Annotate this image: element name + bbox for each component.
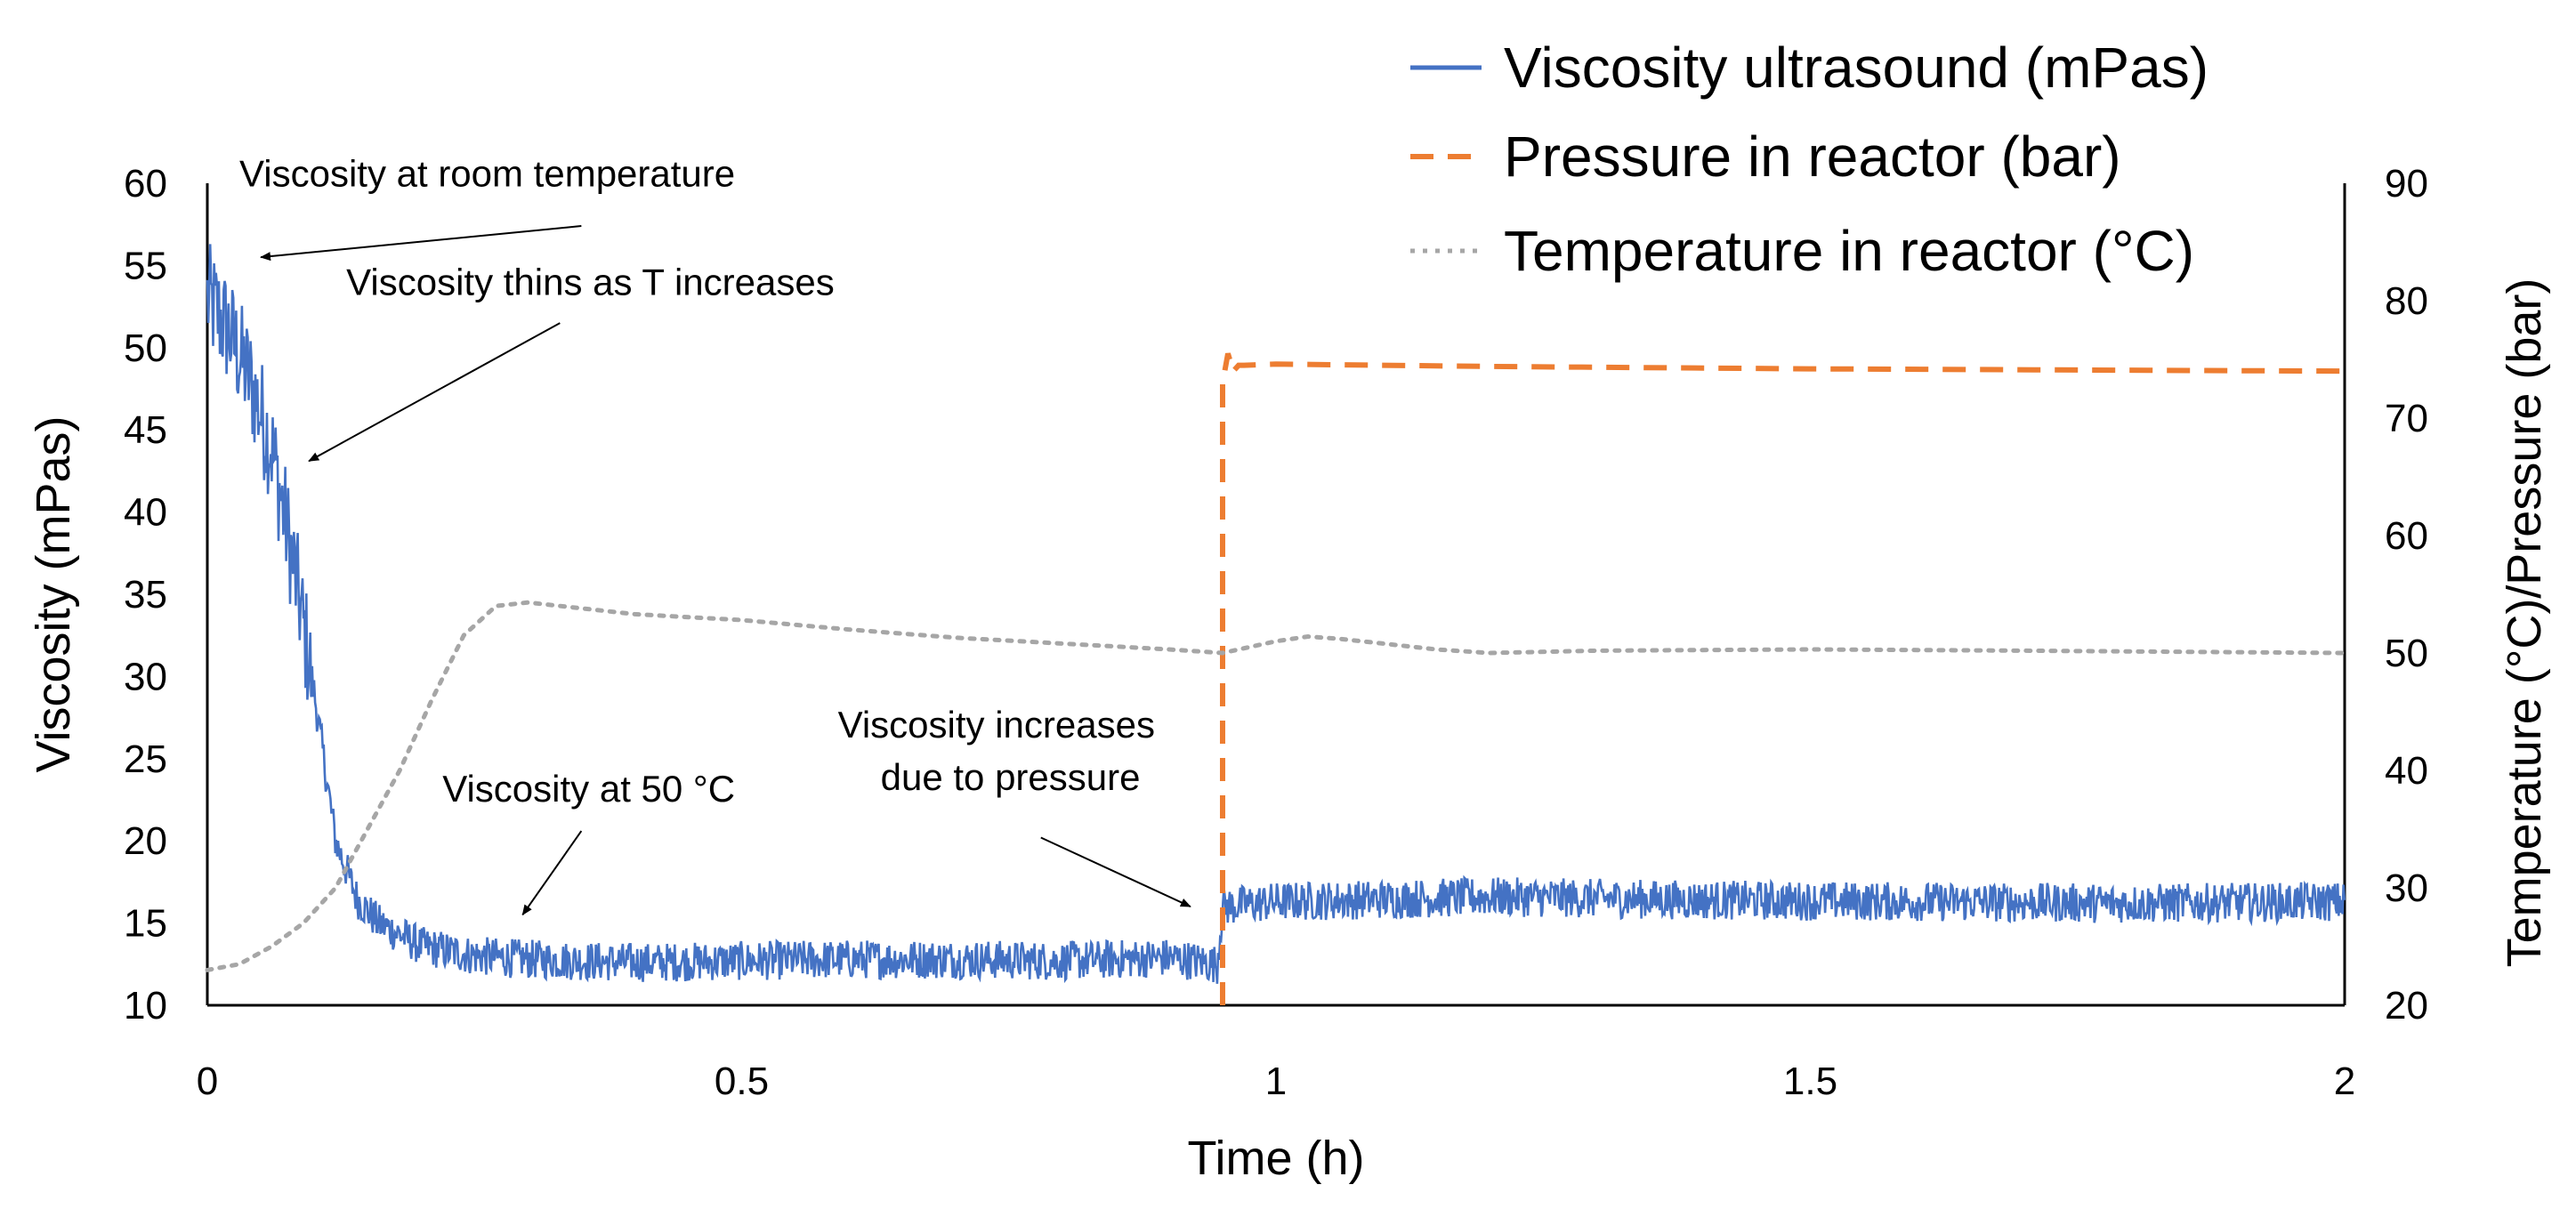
legend-label-viscosity: Viscosity ultrasound (mPas): [1504, 36, 2209, 100]
annotation-text: Viscosity at 50 °C: [442, 768, 735, 810]
y-tick-label: 25: [124, 737, 167, 781]
y-tick-label: 20: [124, 819, 167, 863]
y2-tick-label: 30: [2385, 866, 2428, 910]
y-tick-label: 45: [124, 408, 167, 452]
y2-tick-label: 60: [2385, 514, 2428, 558]
y2-tick-label: 90: [2385, 162, 2428, 206]
x-tick-label: 0.5: [715, 1060, 769, 1103]
y2-tick-label: 80: [2385, 279, 2428, 323]
series-line-1: [1220, 352, 2346, 1005]
y-tick-label: 55: [124, 244, 167, 287]
series-layer: [205, 244, 2347, 1005]
series-line-2: [205, 600, 2347, 972]
annotation-text: Viscosity increases: [838, 704, 1155, 746]
x-tick-label: 1: [1265, 1060, 1287, 1103]
y-tick-label: 50: [124, 326, 167, 370]
y-tick-label: 15: [124, 902, 167, 946]
annotation-arrow: [521, 830, 583, 916]
y-tick-label: 40: [124, 491, 167, 535]
x-tick-label: 2: [2334, 1060, 2355, 1103]
legend-label-temperature: Temperature in reactor (°C): [1504, 219, 2194, 283]
series-line-0: [206, 244, 2346, 984]
y2-tick-label: 50: [2385, 632, 2428, 675]
y-tick-label: 30: [124, 655, 167, 698]
annotation-arrow: [308, 322, 561, 463]
annotation-layer: Viscosity at room temperature Viscosity t…: [239, 153, 1191, 916]
annotation-text: Viscosity thins as T increases: [346, 262, 835, 303]
annotation-arrow: [260, 225, 582, 262]
x-tick-label: 0: [197, 1060, 218, 1103]
y-tick-label: 60: [124, 162, 167, 206]
y2-axis-title: Temperature (°C)/Pressure (bar): [2498, 278, 2551, 968]
annotation-text: due to pressure: [881, 756, 1141, 798]
y-tick-label: 10: [124, 984, 167, 1028]
x-tick-label: 1.5: [1783, 1060, 1837, 1103]
y-axis-title: Viscosity (mPas): [27, 415, 80, 772]
y2-tick-label: 40: [2385, 749, 2428, 793]
annotation-arrow: [1040, 836, 1191, 908]
y2-tick-label: 70: [2385, 397, 2428, 440]
annotation-text: Viscosity at room temperature: [239, 153, 735, 195]
legend: Viscosity ultrasound (mPas) Pressure in …: [1410, 36, 2209, 283]
y2-tick-label: 20: [2385, 984, 2428, 1028]
y-tick-label: 35: [124, 573, 167, 617]
legend-label-pressure: Pressure in reactor (bar): [1504, 125, 2121, 189]
tick-layer: 0 0.5 1 1.5 2 10 15 20 25 30 35 40 45 50 55 60 20 30 40 50 6…: [124, 162, 2428, 1103]
x-axis-title: Time (h): [1188, 1132, 1365, 1185]
